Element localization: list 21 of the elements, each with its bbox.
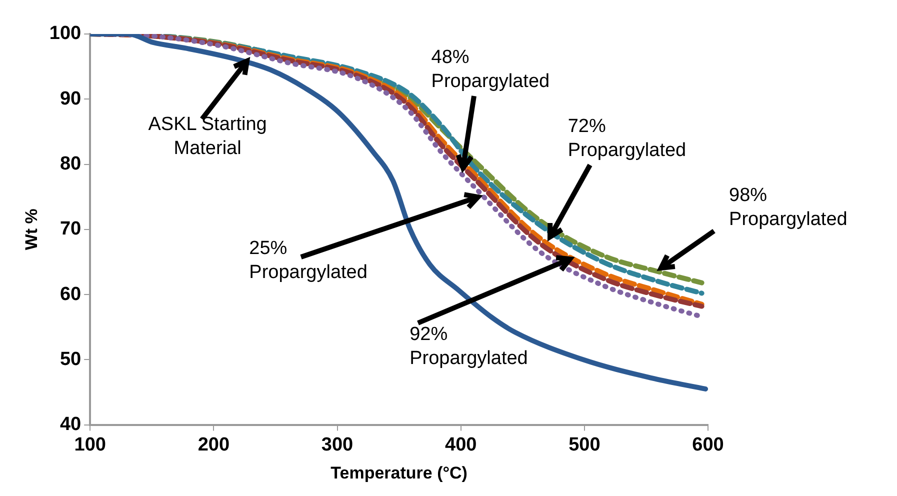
annotation: 25% Propargylated (249, 237, 368, 286)
annotation: ASKL Starting Material (147, 112, 268, 161)
x-axis-title: Temperature (°C) (330, 463, 468, 482)
y-tick-label: 40 (60, 414, 82, 436)
y-tick-label: 100 (49, 23, 82, 44)
y-tick-label: 60 (60, 284, 82, 305)
x-tick-label: 600 (692, 434, 724, 456)
annotation: 92% Propargylated (410, 323, 529, 372)
annotation: 98% Propargylated (729, 184, 848, 232)
x-tick-label: 500 (568, 434, 600, 456)
y-tick-label: 80 (60, 154, 82, 174)
annotation: 48% Propargylated (431, 46, 551, 94)
x-tick-label: 100 (74, 434, 106, 456)
x-tick-label: 200 (198, 434, 230, 456)
y-tick-label: 50 (60, 348, 82, 370)
y-tick-label: 90 (60, 88, 82, 110)
x-tick-label: 300 (321, 434, 354, 456)
y-axis-title: Wt % (22, 208, 41, 250)
annotation: 72% Propargylated (568, 114, 688, 163)
x-tick-label: 400 (444, 434, 477, 456)
y-tick-label: 70 (60, 218, 82, 240)
